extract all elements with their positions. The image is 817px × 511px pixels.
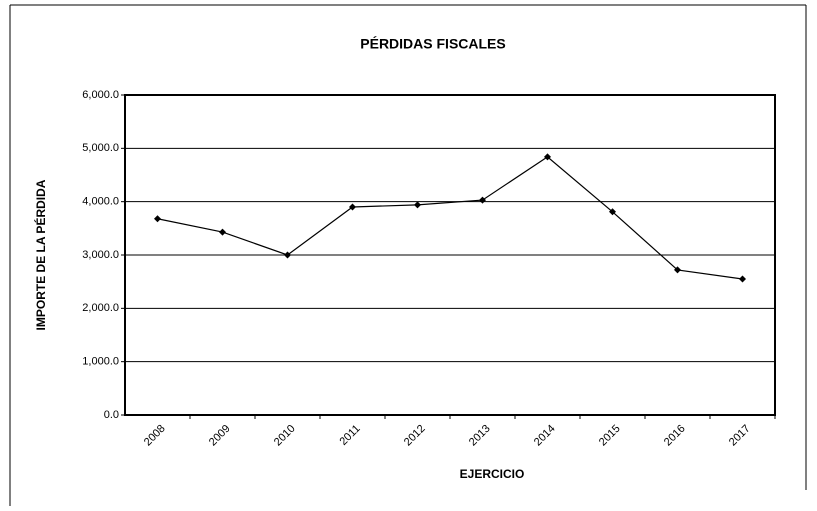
x-tick-label: 2014 — [532, 423, 558, 449]
x-tick-label: 2011 — [337, 423, 362, 448]
y-tick-label: 4,000.0 — [82, 196, 119, 208]
x-tick-label: 2012 — [402, 423, 428, 449]
x-tick-label: 2008 — [142, 423, 168, 449]
marker — [479, 196, 486, 204]
marker — [414, 201, 421, 209]
marker — [219, 228, 226, 236]
y-tick-label: 0.0 — [104, 409, 119, 421]
x-tick-label: 2017 — [727, 423, 753, 449]
x-tick-label: 2010 — [272, 423, 298, 449]
marker — [739, 275, 746, 283]
marker — [544, 153, 551, 161]
y-tick-label: 5,000.0 — [82, 142, 119, 154]
y-tick-label: 1,000.0 — [82, 356, 119, 368]
x-axis-title: EJERCICIO — [460, 467, 525, 481]
marker — [154, 215, 161, 223]
marker — [284, 251, 291, 259]
x-tick-label: 2016 — [662, 423, 688, 449]
y-tick-label: 2,000.0 — [82, 302, 119, 314]
y-tick-label: 3,000.0 — [82, 249, 119, 261]
line — [157, 156, 743, 280]
y-axis-title: IMPORTE DE LA PÉRDIDA — [33, 179, 48, 330]
x-tick-label: 2013 — [467, 423, 493, 449]
marker — [349, 203, 356, 211]
marker — [674, 266, 681, 274]
marker — [609, 208, 616, 216]
x-tick-label: 2015 — [597, 423, 623, 449]
x-tick-label: 2009 — [207, 423, 233, 449]
chart-title: PÉRDIDAS FISCALES — [360, 36, 505, 52]
y-tick-label: 6,000.0 — [82, 89, 119, 101]
